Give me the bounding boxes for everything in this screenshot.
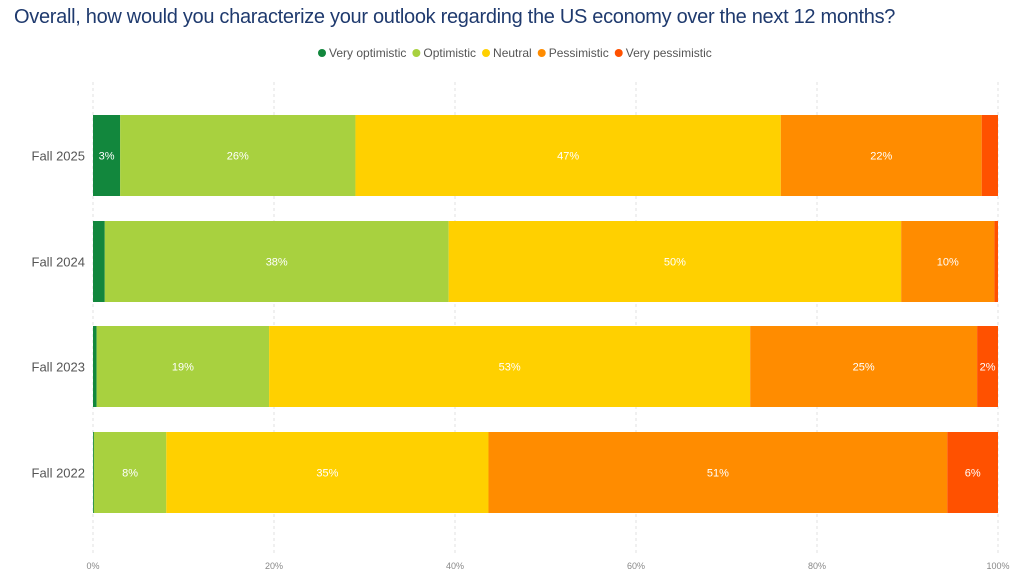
data-label: 25% bbox=[853, 362, 875, 374]
bar-segment bbox=[977, 326, 998, 407]
data-label: 2% bbox=[980, 362, 996, 374]
bar-segment bbox=[355, 115, 781, 196]
bar-segment bbox=[994, 221, 998, 302]
data-label: 6% bbox=[965, 468, 981, 480]
bar-segment bbox=[93, 326, 97, 407]
legend-marker bbox=[412, 49, 421, 57]
bar-segment bbox=[269, 326, 751, 407]
data-label: 38% bbox=[266, 257, 288, 269]
legend-item: Neutral bbox=[493, 46, 532, 60]
data-label: 22% bbox=[870, 151, 892, 163]
data-label: 3% bbox=[99, 151, 115, 163]
data-label: 19% bbox=[172, 362, 194, 374]
legend-item: Pessimistic bbox=[549, 46, 609, 60]
legend-item: Very pessimistic bbox=[626, 46, 712, 60]
category-label: Fall 2024 bbox=[32, 255, 85, 270]
bar-segment bbox=[166, 432, 489, 513]
legend-marker bbox=[537, 49, 546, 57]
x-tick-label: 60% bbox=[627, 561, 645, 571]
bar-segment bbox=[104, 221, 449, 302]
bar-segment bbox=[981, 115, 998, 196]
data-label: 26% bbox=[227, 151, 249, 163]
legend-marker bbox=[614, 49, 623, 57]
x-tick-label: 0% bbox=[86, 561, 99, 571]
legend-marker bbox=[482, 49, 491, 57]
legend-marker bbox=[318, 49, 326, 57]
bar-segment bbox=[93, 221, 105, 302]
chart-title: Overall, how would you characterize your… bbox=[14, 6, 896, 28]
bar-segment bbox=[448, 221, 902, 302]
category-label: Fall 2023 bbox=[32, 360, 85, 375]
bar-segment bbox=[120, 115, 356, 196]
data-label: 53% bbox=[499, 362, 521, 374]
bar-segment bbox=[93, 432, 167, 513]
data-label: 10% bbox=[937, 257, 959, 269]
x-tick-label: 40% bbox=[446, 561, 464, 571]
x-tick-label: 100% bbox=[986, 561, 1009, 571]
x-tick-label: 20% bbox=[265, 561, 283, 571]
bar-segment bbox=[93, 432, 94, 513]
bar-segment bbox=[901, 221, 995, 302]
data-label: 51% bbox=[707, 468, 729, 480]
legend-item: Very optimistic bbox=[329, 46, 406, 60]
data-label: 47% bbox=[557, 151, 579, 163]
category-label: Fall 2022 bbox=[32, 466, 85, 481]
data-label: 50% bbox=[664, 257, 686, 269]
data-label: 8% bbox=[122, 468, 138, 480]
bar-segment bbox=[93, 115, 121, 196]
bar-segment bbox=[750, 326, 978, 407]
category-label: Fall 2025 bbox=[32, 149, 85, 164]
legend-item: Optimistic bbox=[423, 46, 476, 60]
bar-segment bbox=[780, 115, 982, 196]
bar-segment bbox=[96, 326, 270, 407]
bar-segment bbox=[488, 432, 948, 513]
data-label: 35% bbox=[316, 468, 338, 480]
x-tick-label: 80% bbox=[808, 561, 826, 571]
bar-segment bbox=[947, 432, 998, 513]
